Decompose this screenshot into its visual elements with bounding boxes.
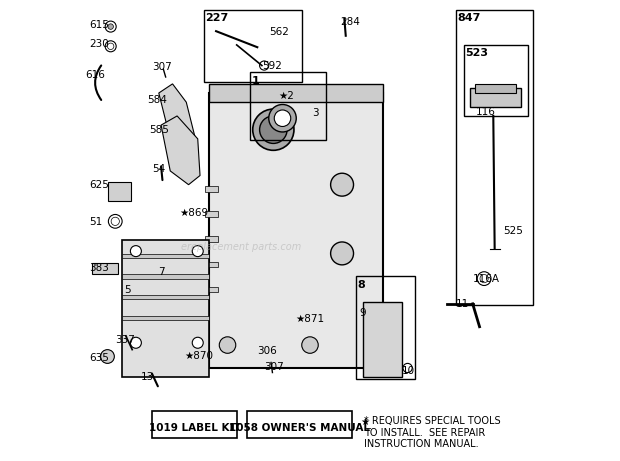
Text: 11: 11 xyxy=(456,299,469,309)
Text: 7: 7 xyxy=(158,267,164,277)
Text: 10: 10 xyxy=(402,366,415,376)
Text: 9: 9 xyxy=(360,308,366,319)
Text: 116A: 116A xyxy=(472,274,500,284)
Text: 307: 307 xyxy=(152,62,172,72)
Text: ★870: ★870 xyxy=(184,350,213,361)
Circle shape xyxy=(105,21,116,32)
Bar xyxy=(356,276,415,379)
Bar xyxy=(471,89,521,107)
Circle shape xyxy=(274,110,291,126)
Text: 523: 523 xyxy=(465,48,488,58)
Circle shape xyxy=(192,337,203,348)
Text: 13: 13 xyxy=(141,372,154,382)
Text: 227: 227 xyxy=(205,13,229,23)
Bar xyxy=(122,240,209,377)
Bar xyxy=(205,211,218,217)
Circle shape xyxy=(100,349,114,363)
Text: 284: 284 xyxy=(340,18,360,27)
Circle shape xyxy=(107,43,114,49)
Text: 625: 625 xyxy=(89,180,109,190)
Text: 584: 584 xyxy=(148,95,167,105)
Bar xyxy=(247,412,352,438)
Text: 383: 383 xyxy=(89,263,109,272)
Bar xyxy=(363,301,402,377)
Circle shape xyxy=(130,246,141,257)
Circle shape xyxy=(330,242,353,265)
Circle shape xyxy=(192,246,203,257)
Bar xyxy=(205,262,218,267)
Circle shape xyxy=(268,105,296,132)
Text: 337: 337 xyxy=(115,335,135,345)
Polygon shape xyxy=(161,116,200,185)
Bar xyxy=(205,186,218,192)
Bar xyxy=(209,84,383,102)
Bar xyxy=(122,254,209,258)
Bar xyxy=(108,183,131,201)
Text: 616: 616 xyxy=(86,70,105,80)
Circle shape xyxy=(108,214,122,228)
Text: ★: ★ xyxy=(360,417,370,427)
Circle shape xyxy=(108,24,113,30)
Text: 307: 307 xyxy=(264,361,284,372)
Circle shape xyxy=(260,61,268,70)
Text: ★869: ★869 xyxy=(179,207,208,218)
Text: 54: 54 xyxy=(152,164,165,174)
Bar xyxy=(92,263,118,274)
Circle shape xyxy=(403,363,412,372)
Text: 615: 615 xyxy=(89,20,109,30)
Circle shape xyxy=(111,217,120,225)
Bar xyxy=(122,274,209,278)
Text: 3: 3 xyxy=(312,108,319,118)
Text: 562: 562 xyxy=(268,27,289,36)
Bar xyxy=(464,45,528,116)
Bar xyxy=(122,316,209,320)
Circle shape xyxy=(105,41,116,52)
Bar xyxy=(250,72,326,140)
Circle shape xyxy=(219,337,236,353)
Circle shape xyxy=(302,337,318,353)
Text: 1058 OWNER'S MANUAL: 1058 OWNER'S MANUAL xyxy=(229,423,370,432)
Text: 8: 8 xyxy=(357,279,365,290)
Text: 1019 LABEL KIT: 1019 LABEL KIT xyxy=(149,423,241,432)
Circle shape xyxy=(253,109,294,150)
Text: ★871: ★871 xyxy=(295,314,324,324)
Polygon shape xyxy=(159,84,195,148)
Bar xyxy=(152,412,237,438)
Text: 525: 525 xyxy=(503,226,523,236)
Bar xyxy=(205,236,218,242)
Bar xyxy=(475,84,516,93)
Text: 51: 51 xyxy=(89,217,102,227)
Bar xyxy=(205,287,218,292)
Text: 116: 116 xyxy=(476,107,496,117)
Text: 847: 847 xyxy=(458,13,481,23)
Circle shape xyxy=(130,337,141,348)
Circle shape xyxy=(260,116,287,143)
Bar xyxy=(456,10,533,305)
Text: 1: 1 xyxy=(252,76,260,86)
Text: 230: 230 xyxy=(89,40,109,49)
Text: 592: 592 xyxy=(262,61,281,71)
Text: 306: 306 xyxy=(257,346,277,356)
Text: 635: 635 xyxy=(89,353,109,363)
Text: * REQUIRES SPECIAL TOOLS
TO INSTALL.  SEE REPAIR
INSTRUCTION MANUAL.: * REQUIRES SPECIAL TOOLS TO INSTALL. SEE… xyxy=(364,416,501,449)
Circle shape xyxy=(477,272,491,285)
Bar xyxy=(209,93,383,368)
Circle shape xyxy=(480,274,488,283)
Text: ereplacement parts.com: ereplacement parts.com xyxy=(181,242,301,252)
Bar xyxy=(122,295,209,299)
Circle shape xyxy=(330,173,353,196)
Bar xyxy=(204,10,302,82)
Text: 585: 585 xyxy=(149,125,169,135)
Text: 5: 5 xyxy=(125,285,131,296)
Text: ★2: ★2 xyxy=(278,91,294,101)
